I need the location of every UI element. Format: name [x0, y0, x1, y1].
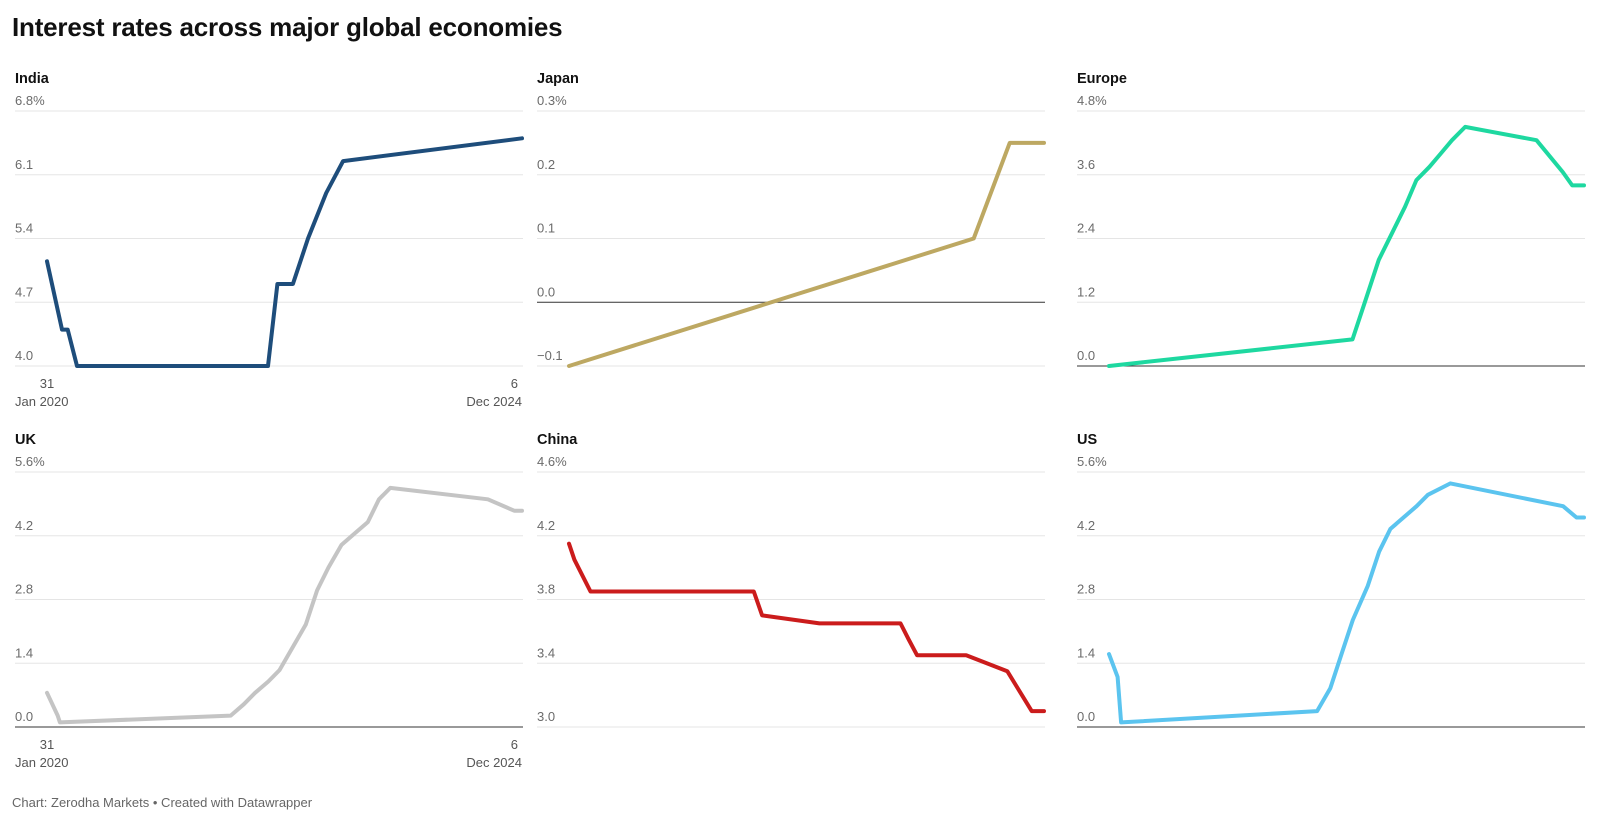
y-tick-label: 4.2	[15, 518, 33, 533]
x-tick-label: Jan 2020	[15, 755, 69, 770]
x-tick-label: 6	[511, 376, 518, 391]
x-tick-label: Dec 2024	[466, 394, 522, 409]
y-tick-label: 1.4	[15, 645, 33, 660]
panel-china: China 3.0 3.4 3.8 4.2 4.6%	[537, 432, 1046, 728]
chart-footer: Chart: Zerodha Markets • Created with Da…	[12, 795, 313, 810]
y-tick-label: 2.4	[1077, 221, 1095, 236]
y-tick-label: 4.6%	[537, 454, 567, 469]
chart-main-title: Interest rates across major global econo…	[12, 12, 563, 42]
y-tick-label: 0.0	[1077, 348, 1095, 363]
series-line-china	[567, 541, 1046, 714]
y-tick-label: 0.1	[537, 221, 555, 236]
y-tick-label: 0.0	[1077, 709, 1095, 724]
y-tick-label: 2.8	[15, 582, 33, 597]
y-tick-label: 3.0	[537, 709, 555, 724]
series-line-india	[45, 136, 524, 368]
y-tick-label: 0.2	[537, 157, 555, 172]
x-tick-label: 6	[511, 737, 518, 752]
y-tick-label: 1.4	[1077, 645, 1095, 660]
panel-india: India 4.0 4.7 5.4 6.1 6.8% 31 Jan 2020 6 Dec 2024	[15, 71, 524, 409]
panel-title: Japan	[537, 71, 579, 87]
y-tick-label: 5.6%	[15, 454, 45, 469]
x-tick-label: Jan 2020	[15, 394, 69, 409]
y-tick-label: 6.1	[15, 157, 33, 172]
x-tick-label: 31	[40, 737, 54, 752]
y-tick-label: 3.4	[537, 645, 555, 660]
series-line-uk	[45, 485, 524, 725]
panel-europe: Europe 0.0 1.2 2.4 3.6 4.8%	[1077, 71, 1586, 368]
panel-title: China	[537, 432, 578, 448]
y-tick-label: 2.8	[1077, 582, 1095, 597]
panel-us: US 0.0 1.4 2.8 4.2 5.6%	[1077, 432, 1586, 728]
y-tick-label: 4.2	[1077, 518, 1095, 533]
y-tick-label: 5.4	[15, 221, 33, 236]
panel-uk: UK 0.0 1.4 2.8 4.2 5.6% 31 Jan 2020 6 Dec 2024	[15, 432, 524, 770]
y-tick-label: 4.8%	[1077, 93, 1107, 108]
x-tick-label: Dec 2024	[466, 755, 522, 770]
y-tick-label: 3.8	[537, 582, 555, 597]
y-tick-label: 4.2	[537, 518, 555, 533]
panel-title: India	[15, 71, 50, 87]
x-tick-label: 31	[40, 376, 54, 391]
y-tick-label: 6.8%	[15, 93, 45, 108]
y-tick-label: 4.7	[15, 284, 33, 299]
y-tick-label: 0.0	[537, 284, 555, 299]
y-tick-label: 1.2	[1077, 284, 1095, 299]
y-tick-label: 0.0	[15, 709, 33, 724]
small-multiples-chart: India 4.0 4.7 5.4 6.1 6.8% 31 Jan 2020 6 Dec 2024…	[15, 71, 1586, 770]
panel-title: US	[1077, 432, 1097, 448]
series-line-europe	[1107, 124, 1586, 368]
panel-title: UK	[15, 432, 36, 448]
panel-japan: Japan −0.1 0.0 0.1 0.2 0.3%	[537, 71, 1046, 368]
y-tick-label: 5.6%	[1077, 454, 1107, 469]
y-tick-label: −0.1	[537, 348, 563, 363]
panel-title: Europe	[1077, 71, 1127, 87]
series-line-us	[1107, 481, 1586, 725]
series-line-japan	[567, 140, 1046, 368]
y-tick-label: 3.6	[1077, 157, 1095, 172]
y-tick-label: 4.0	[15, 348, 33, 363]
y-tick-label: 0.3%	[537, 93, 567, 108]
